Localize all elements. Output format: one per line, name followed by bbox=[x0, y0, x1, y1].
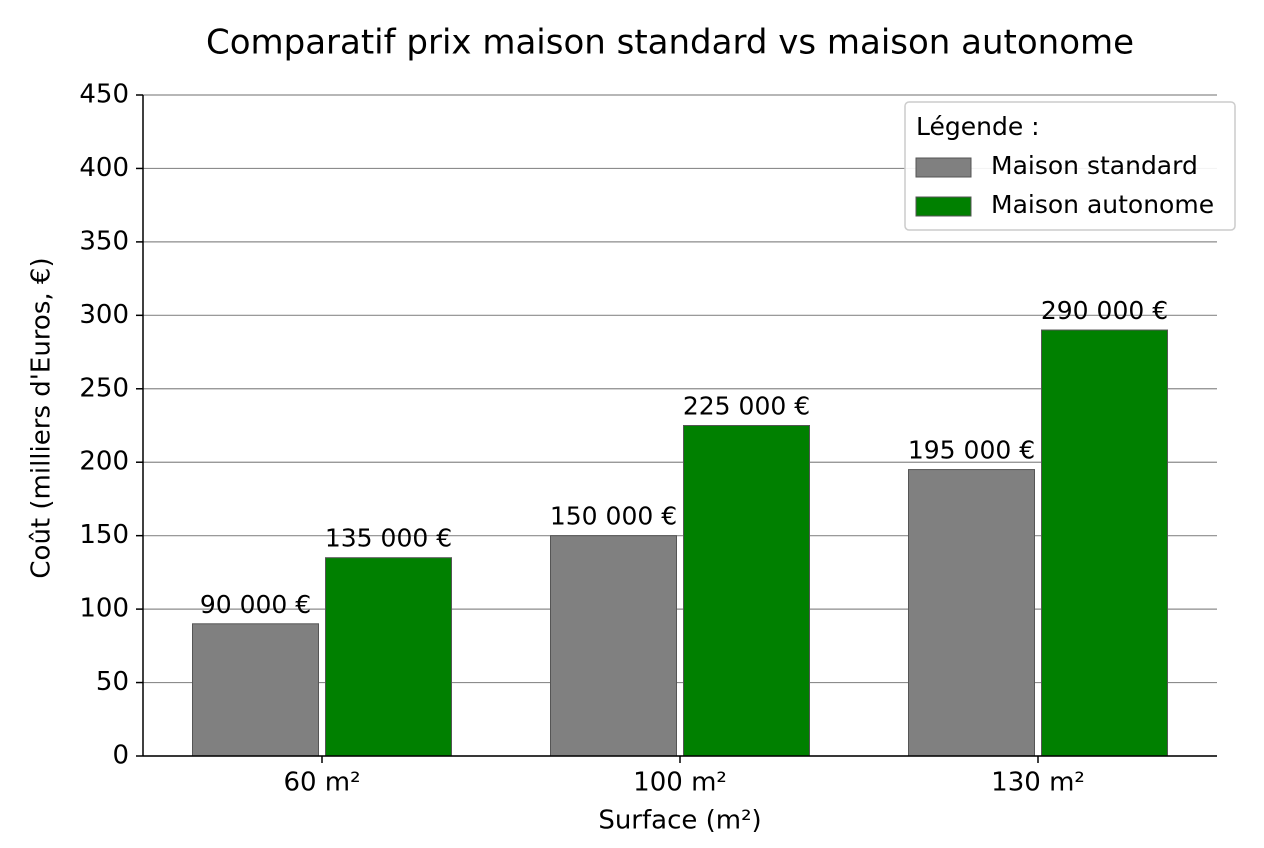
bar bbox=[192, 623, 319, 757]
y-tick-label: 150 bbox=[79, 520, 129, 550]
legend-swatch bbox=[915, 196, 972, 217]
y-tick-label: 100 bbox=[79, 594, 129, 624]
value-label: 195 000 € bbox=[908, 436, 1035, 465]
y-tick-label: 250 bbox=[79, 373, 129, 403]
value-label: 90 000 € bbox=[200, 590, 311, 619]
bar bbox=[908, 469, 1035, 757]
x-tick-label: 100 m² bbox=[633, 768, 727, 798]
y-tick-label: 300 bbox=[79, 300, 129, 330]
x-tick-label: 60 m² bbox=[283, 768, 360, 798]
x-axis-label: Surface (m²) bbox=[598, 806, 761, 836]
legend-title: Légende : bbox=[916, 112, 1040, 141]
y-tick-label: 450 bbox=[79, 80, 129, 110]
value-label: 135 000 € bbox=[325, 524, 452, 553]
y-tick-label: 0 bbox=[112, 741, 129, 771]
y-axis-label: Coût (milliers d'Euros, €) bbox=[27, 257, 57, 578]
bar bbox=[1041, 329, 1168, 757]
y-tick-label: 400 bbox=[79, 153, 129, 183]
bar bbox=[550, 535, 677, 757]
y-tick-label: 350 bbox=[79, 226, 129, 256]
y-tick-label: 200 bbox=[79, 447, 129, 477]
legend-label: Maison autonome bbox=[991, 190, 1214, 219]
x-tick-label: 130 m² bbox=[991, 768, 1085, 798]
legend-label: Maison standard bbox=[991, 151, 1198, 180]
legend-box bbox=[904, 101, 1236, 231]
bar bbox=[683, 425, 810, 757]
value-label: 290 000 € bbox=[1041, 296, 1168, 325]
value-label: 225 000 € bbox=[683, 392, 810, 421]
y-tick-label: 50 bbox=[96, 667, 129, 697]
value-label: 150 000 € bbox=[550, 502, 677, 531]
chart-title: Comparatif prix maison standard vs maiso… bbox=[206, 23, 1134, 63]
bar bbox=[325, 557, 452, 757]
legend-swatch bbox=[915, 157, 972, 178]
